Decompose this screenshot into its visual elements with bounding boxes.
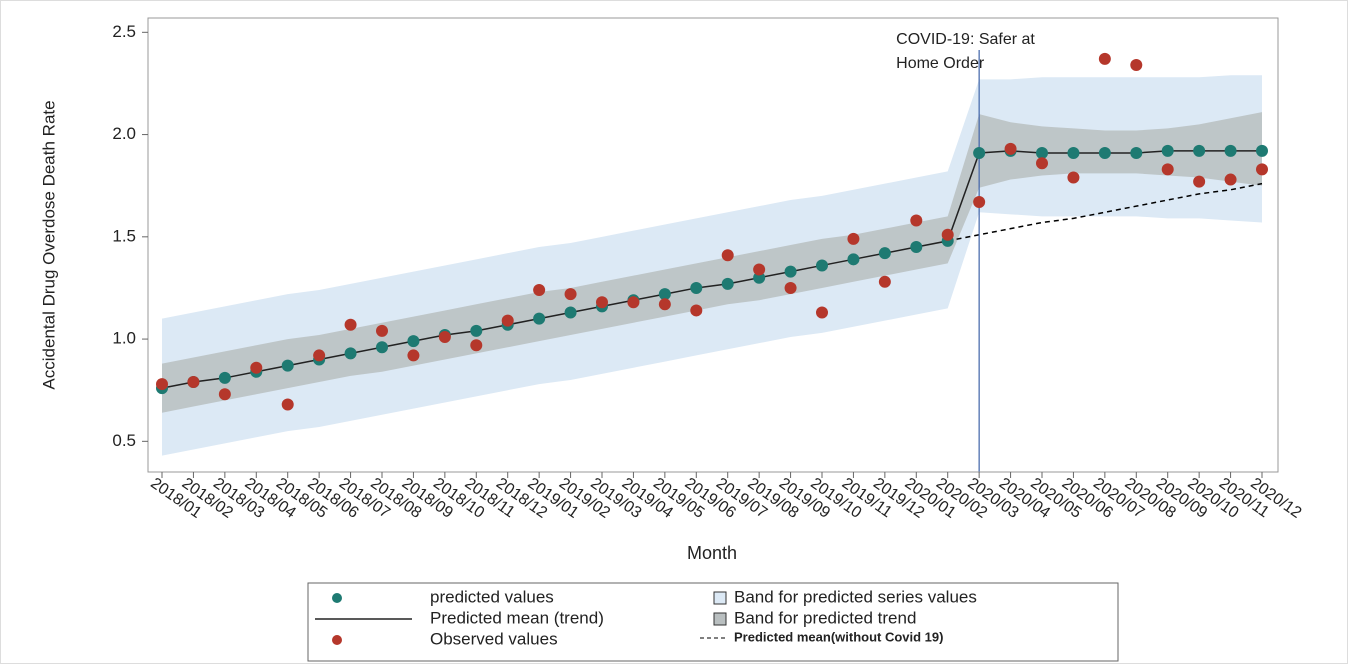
marker — [973, 196, 986, 209]
marker — [250, 361, 263, 374]
marker — [218, 388, 231, 401]
marker — [376, 341, 388, 354]
marker — [281, 359, 294, 372]
marker — [533, 283, 546, 296]
legend-swatch — [713, 591, 727, 605]
marker — [1161, 163, 1174, 176]
annotation: Home Order — [896, 55, 985, 72]
legend-label: predicted values — [430, 587, 554, 606]
marker — [470, 324, 483, 337]
y-tick-label: 1.5 — [112, 226, 136, 245]
marker — [910, 241, 923, 254]
legend-swatch — [713, 612, 727, 626]
marker — [407, 335, 420, 348]
marker — [1193, 175, 1206, 188]
marker — [973, 146, 986, 159]
marker — [690, 304, 703, 317]
marker — [1098, 146, 1111, 159]
marker — [376, 324, 388, 337]
marker — [816, 259, 828, 272]
marker — [941, 228, 954, 241]
y-tick-label: 1.0 — [112, 329, 136, 348]
y-tick-label: 2.0 — [112, 124, 136, 143]
x-axis-label: Month — [687, 543, 737, 563]
legend-label: Predicted mean (trend) — [430, 608, 604, 627]
marker — [753, 263, 766, 276]
marker — [344, 347, 357, 360]
marker — [1224, 144, 1237, 157]
marker — [627, 296, 640, 309]
marker — [784, 281, 797, 294]
marker — [658, 288, 671, 301]
marker — [1004, 142, 1017, 155]
marker — [1130, 146, 1143, 159]
marker — [878, 247, 891, 260]
marker — [156, 378, 168, 391]
marker — [878, 275, 891, 288]
marker — [438, 331, 451, 344]
marker — [910, 214, 923, 227]
legend-label: Band for predicted series values — [734, 587, 977, 606]
marker — [658, 298, 671, 311]
marker — [1036, 146, 1048, 159]
y-tick-label: 0.5 — [112, 431, 136, 450]
y-tick-label: 2.5 — [112, 22, 136, 41]
marker — [470, 339, 483, 352]
marker — [1067, 171, 1080, 184]
marker — [564, 288, 577, 301]
marker — [721, 249, 734, 262]
marker — [501, 314, 514, 327]
markers — [156, 52, 1268, 411]
plot-frame — [147, 17, 1279, 473]
marker — [187, 376, 200, 389]
marker — [847, 232, 860, 245]
legend-marker — [332, 635, 342, 645]
marker — [1193, 144, 1206, 157]
marker — [1256, 144, 1268, 157]
annotation: COVID-19: Safer at — [896, 31, 1035, 48]
legend-label: Predicted mean(without Covid 19) — [734, 629, 943, 644]
marker — [1036, 157, 1048, 170]
band — [162, 112, 1262, 413]
legend-label: Observed values — [430, 629, 558, 648]
marker — [313, 349, 326, 362]
marker — [533, 312, 546, 325]
marker — [218, 371, 231, 384]
legend-label: Band for predicted trend — [734, 608, 916, 627]
marker — [1130, 59, 1143, 72]
marker — [690, 281, 703, 294]
marker — [847, 253, 860, 266]
marker — [721, 277, 734, 290]
marker — [1224, 173, 1237, 186]
bands — [162, 75, 1262, 456]
legend-marker — [332, 593, 342, 603]
marker — [596, 296, 608, 309]
marker — [784, 265, 797, 278]
marker — [1098, 52, 1111, 65]
legend — [307, 582, 1119, 662]
marker — [407, 349, 420, 362]
marker — [1067, 146, 1080, 159]
marker — [1161, 144, 1174, 157]
marker — [281, 398, 294, 411]
marker — [1256, 163, 1268, 176]
marker — [564, 306, 577, 319]
marker — [344, 318, 357, 331]
marker — [816, 306, 828, 319]
y-axis-label: Accidental Drug Overdose Death Rate — [39, 100, 58, 389]
